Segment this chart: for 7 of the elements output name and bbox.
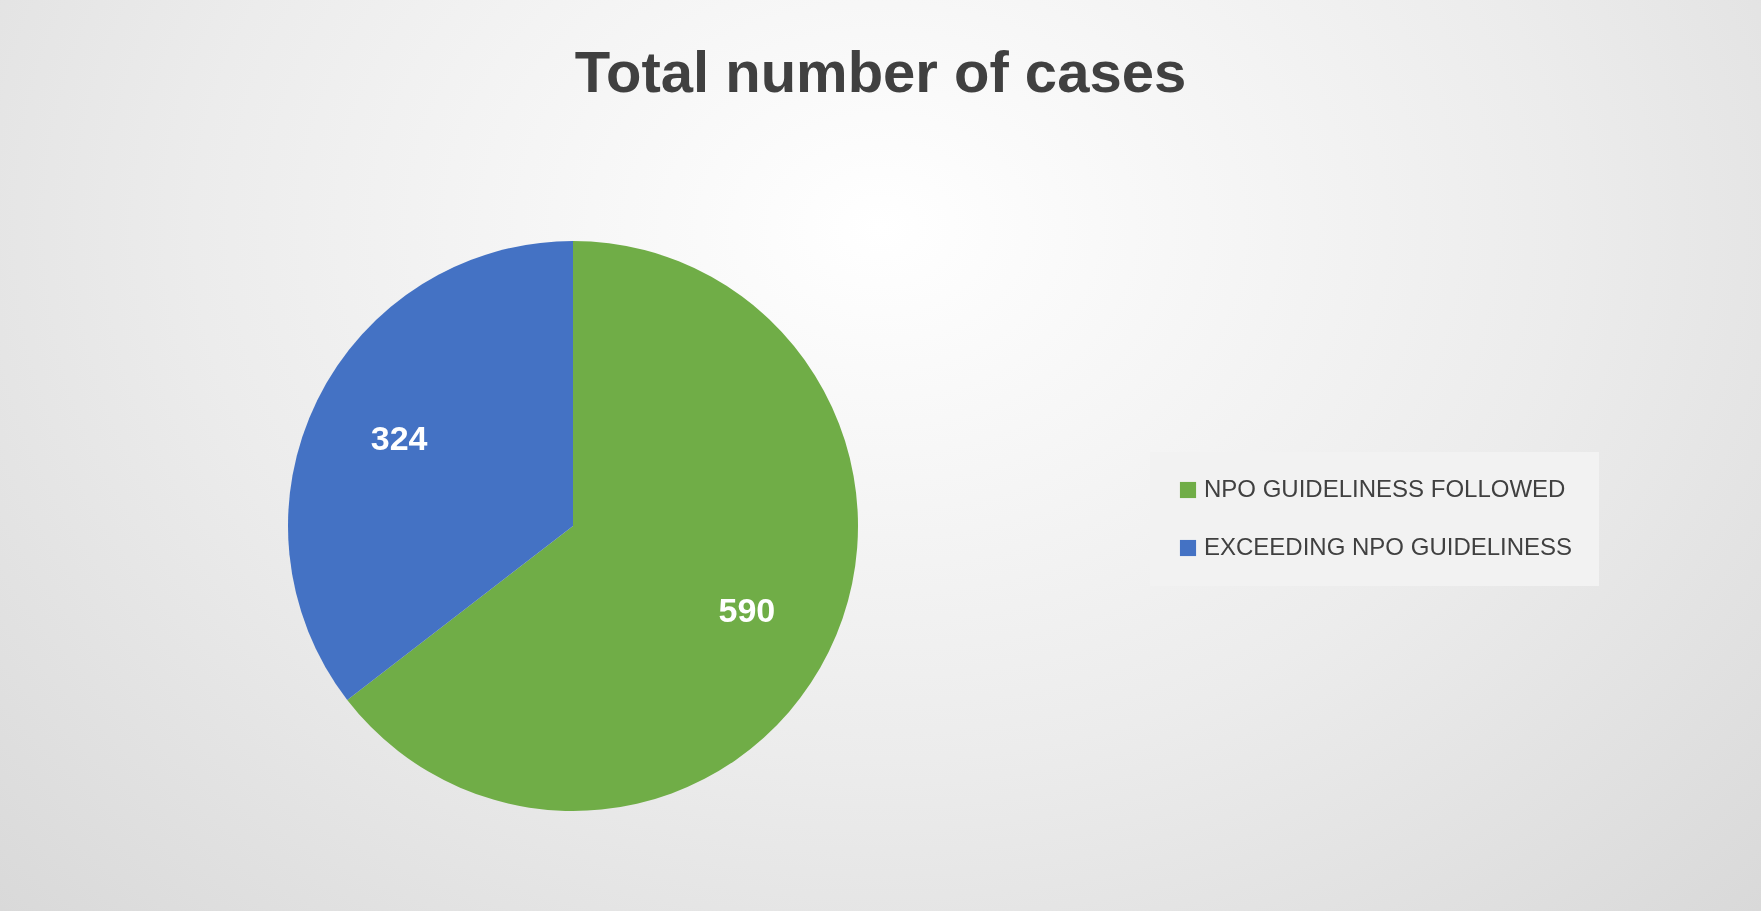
pie-slice <box>288 241 573 700</box>
legend-label: EXCEEDING NPO GUIDELINESS <box>1204 533 1573 560</box>
data-label: 324 <box>370 419 428 458</box>
data-label: 590 <box>718 590 776 629</box>
chart-title: Total number of cases <box>574 39 1187 104</box>
legend-label: NPO GUIDELINESS FOLLOWED <box>1204 475 1566 502</box>
pie-slice <box>347 241 858 811</box>
